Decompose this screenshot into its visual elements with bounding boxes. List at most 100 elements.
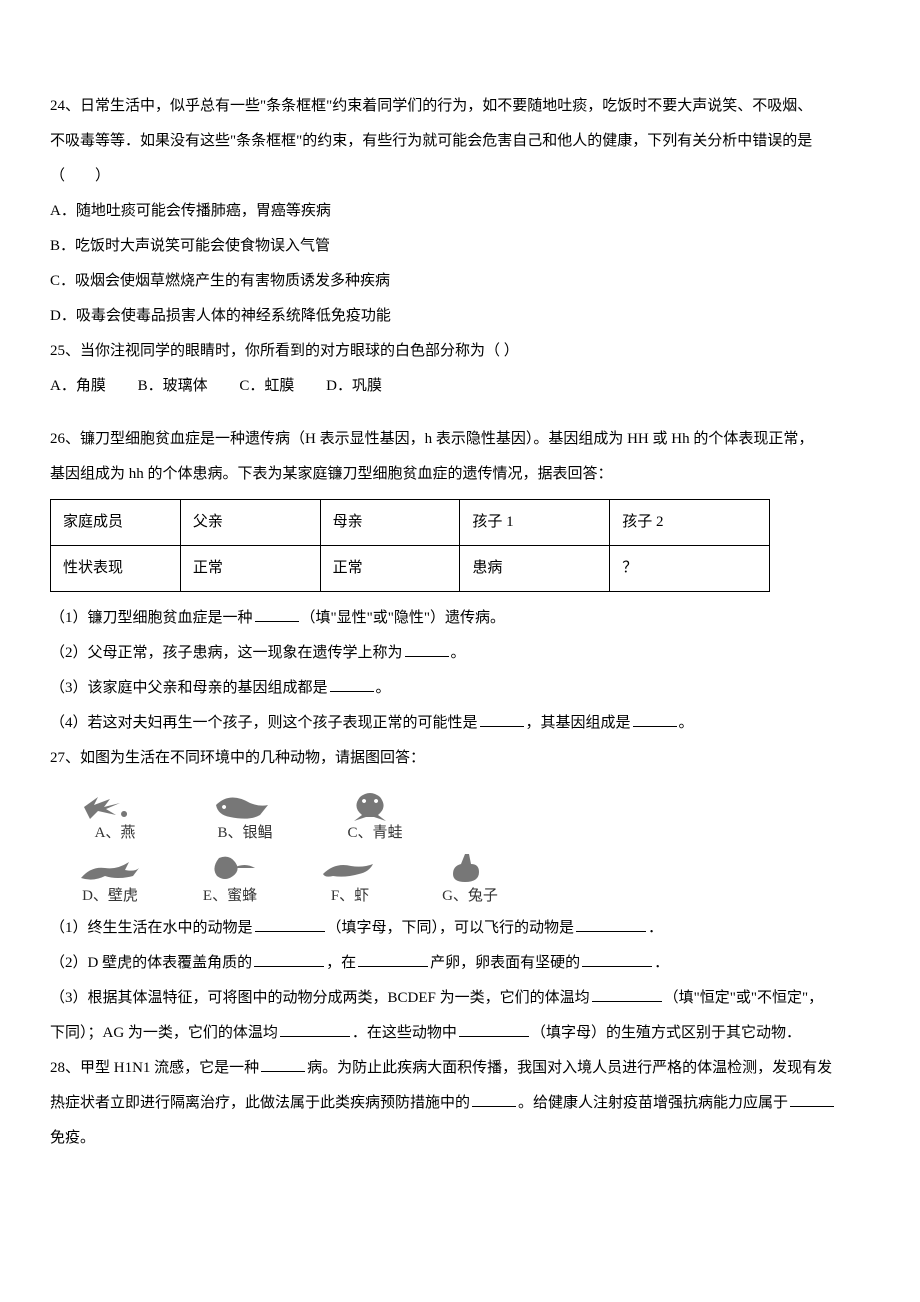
q27-sub2-text-d: ．: [654, 955, 669, 971]
q26-sub4: （4）若这对夫妇再生一个孩子，则这个孩子表现正常的可能性是 ，其基因组成是 。: [50, 707, 870, 740]
q27-stem: 27、如图为生活在不同环境中的几种动物，请据图回答：: [50, 742, 870, 775]
animal-label: G、兔子: [410, 888, 530, 905]
blank: [472, 1092, 516, 1107]
q27-sub2-text-b: ，在: [326, 955, 356, 971]
q24-option-a: A．随地吐痰可能会传播肺癌，胃癌等疾病: [50, 195, 870, 228]
q24-option-b: B．吃饭时大声说笑可能会使食物误入气管: [50, 230, 870, 263]
blank: [330, 677, 374, 692]
q26-sub1: （1）镰刀型细胞贫血症是一种 （填"显性"或"隐性"）遗传病。: [50, 602, 870, 635]
q28-text-b: 病。为防止此疾病大面积传播，我国对入境人员进行严格的体温检测，发现有发: [307, 1060, 832, 1076]
blank: [261, 1057, 305, 1072]
q28-text-c: 热症状者立即进行隔离治疗，此做法属于此类疾病预防措施中的: [50, 1095, 470, 1111]
blank: [405, 642, 449, 657]
q27-sub3-text-d: ．在这些动物中: [352, 1025, 457, 1041]
q25-option-b: B．玻璃体: [138, 378, 208, 394]
animal-label: B、银鲳: [180, 825, 310, 842]
bee-icon: [195, 848, 265, 886]
q26-stem-line2: 基因组成为 hh 的个体患病。下表为某家庭镰刀型细胞贫血症的遗传情况，据表回答：: [50, 458, 870, 491]
q27-sub3-text-e: （填字母）的生殖方式区别于其它动物．: [531, 1025, 801, 1041]
blank: [633, 712, 677, 727]
q26-sub1-text-b: （填"显性"或"隐性"）遗传病。: [301, 610, 506, 626]
animal-label: A、燕: [50, 825, 180, 842]
q28-text-d: 。给健康人注射疫苗增强抗病能力应属于: [518, 1095, 788, 1111]
q27-sub2-text-a: （2）D 壁虎的体表覆盖角质的: [50, 955, 252, 971]
table-cell: 正常: [320, 546, 460, 592]
table-cell: 正常: [180, 546, 320, 592]
q26-table: 家庭成员 父亲 母亲 孩子 1 孩子 2 性状表现 正常 正常 患病 ？: [50, 499, 770, 592]
animal-e: E、蜜蜂: [170, 844, 290, 907]
animal-label: F、虾: [290, 888, 410, 905]
table-cell: 性状表现: [51, 546, 181, 592]
blank: [790, 1092, 834, 1107]
table-cell: ？: [610, 546, 770, 592]
q26-sub2-text-a: （2）父母正常，孩子患病，这一现象在遗传学上称为: [50, 645, 403, 661]
q27-sub3-text-c: 下同）；AG 为一类，它们的体温均: [50, 1025, 278, 1041]
q27-sub3-line1: （3）根据其体温特征，可将图中的动物分成两类，BCDEF 为一类，它们的体温均 （…: [50, 982, 870, 1015]
q26-sub4-text-c: 。: [679, 715, 694, 731]
q26-sub2: （2）父母正常，孩子患病，这一现象在遗传学上称为 。: [50, 637, 870, 670]
q27-sub2: （2）D 壁虎的体表覆盖角质的 ，在 产卵，卵表面有坚硬的 ．: [50, 947, 870, 980]
q26-sub4-text-b: ，其基因组成是: [526, 715, 631, 731]
table-cell: 孩子 2: [610, 500, 770, 546]
q28-line1: 28、甲型 H1N1 流感，它是一种 病。为防止此疾病大面积传播，我国对入境人员进…: [50, 1052, 870, 1085]
animal-g: G、兔子: [410, 844, 530, 907]
blank: [254, 952, 324, 967]
table-cell: 家庭成员: [51, 500, 181, 546]
q27-animal-grid: A、燕 B、银鲳 C、青蛙 D、壁虎 E、蜜蜂 F、虾 G、兔子: [50, 781, 570, 906]
shrimp-icon: [315, 848, 385, 886]
q26-sub4-text-a: （4）若这对夫妇再生一个孩子，则这个孩子表现正常的可能性是: [50, 715, 478, 731]
gecko-icon: [75, 848, 145, 886]
q24-option-d: D．吸毒会使毒品损害人体的神经系统降低免疫功能: [50, 300, 870, 333]
q24-stem-line2: 不吸毒等等．如果没有这些"条条框框"的约束，有些行为就可能会危害自己和他人的健康…: [50, 125, 870, 158]
q26-stem-line1: 26、镰刀型细胞贫血症是一种遗传病（H 表示显性基因，h 表示隐性基因）。基因组…: [50, 423, 870, 456]
animal-b: B、银鲳: [180, 781, 310, 844]
animal-label: D、壁虎: [50, 888, 170, 905]
animal-c: C、青蛙: [310, 781, 440, 844]
q28-text-a: 28、甲型 H1N1 流感，它是一种: [50, 1060, 259, 1076]
q25-stem: 25、当你注视同学的眼睛时，你所看到的对方眼球的白色部分称为（ ）: [50, 335, 870, 368]
q26-sub3: （3）该家庭中父亲和母亲的基因组成都是 。: [50, 672, 870, 705]
rabbit-icon: [435, 848, 505, 886]
q24-option-c: C．吸烟会使烟草燃烧产生的有害物质诱发多种疾病: [50, 265, 870, 298]
q25-option-a: A．角膜: [50, 378, 106, 394]
table-cell: 患病: [460, 546, 610, 592]
q25-option-c: C．虹膜: [239, 378, 294, 394]
q24-stem-line1: 24、日常生活中，似乎总有一些"条条框框"约束着同学们的行为，如不要随地吐痰，吃…: [50, 90, 870, 123]
q26-sub1-text-a: （1）镰刀型细胞贫血症是一种: [50, 610, 253, 626]
animal-label: E、蜜蜂: [170, 888, 290, 905]
frog-icon: [340, 785, 410, 823]
q27-sub1-text-c: ．: [648, 920, 663, 936]
q27-sub1-text-a: （1）终生生活在水中的动物是: [50, 920, 253, 936]
blank: [576, 917, 646, 932]
q26-sub2-text-b: 。: [451, 645, 466, 661]
q25-option-d: D．巩膜: [326, 378, 382, 394]
blank: [255, 607, 299, 622]
q28-line3: 免疫。: [50, 1122, 870, 1155]
blank: [358, 952, 428, 967]
q25-options: A．角膜 B．玻璃体 C．虹膜 D．巩膜: [50, 370, 870, 403]
fish-icon: [210, 785, 280, 823]
q27-sub1-text-b: （填字母，下同），可以飞行的动物是: [327, 920, 575, 936]
q27-sub2-text-c: 产卵，卵表面有坚硬的: [430, 955, 580, 971]
blank: [255, 917, 325, 932]
q28-line2: 热症状者立即进行隔离治疗，此做法属于此类疾病预防措施中的 。给健康人注射疫苗增强抗…: [50, 1087, 870, 1120]
animal-d: D、壁虎: [50, 844, 170, 907]
table-cell: 母亲: [320, 500, 460, 546]
q28-text-e: 免疫。: [50, 1130, 95, 1146]
blank: [459, 1022, 529, 1037]
q24-stem-line3: （ ）: [50, 160, 870, 193]
q26-sub3-text-b: 。: [376, 680, 391, 696]
blank: [480, 712, 524, 727]
q27-sub3-text-a: （3）根据其体温特征，可将图中的动物分成两类，BCDEF 为一类，它们的体温均: [50, 990, 590, 1006]
table-cell: 孩子 1: [460, 500, 610, 546]
blank: [582, 952, 652, 967]
blank: [592, 987, 662, 1002]
swallow-icon: [80, 785, 150, 823]
animal-a: A、燕: [50, 781, 180, 844]
table-row: 性状表现 正常 正常 患病 ？: [51, 546, 770, 592]
q27-sub3-text-b: （填"恒定"或"不恒定"，: [664, 990, 824, 1006]
q26-sub3-text-a: （3）该家庭中父亲和母亲的基因组成都是: [50, 680, 328, 696]
animal-f: F、虾: [290, 844, 410, 907]
animal-label: C、青蛙: [310, 825, 440, 842]
blank: [280, 1022, 350, 1037]
